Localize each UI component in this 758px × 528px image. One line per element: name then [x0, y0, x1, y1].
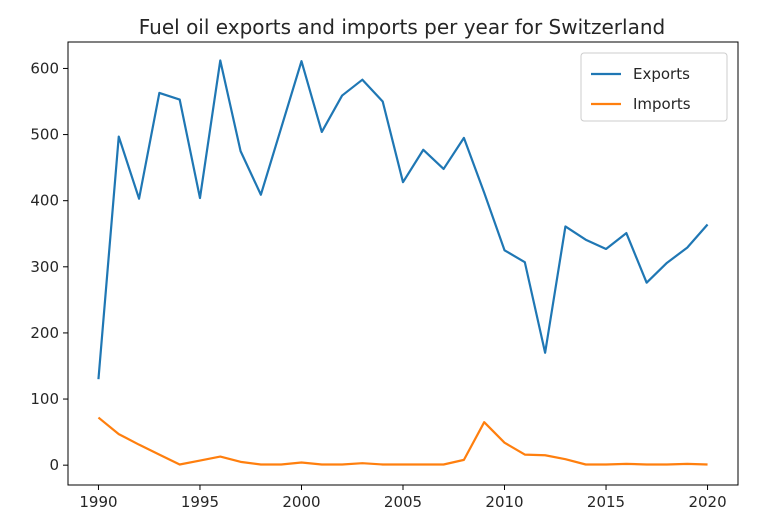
- y-tick-label: 100: [30, 390, 59, 408]
- legend: Exports Imports: [580, 52, 728, 122]
- x-tick-label: 1990: [79, 493, 117, 511]
- x-tick-label: 2015: [587, 493, 625, 511]
- x-tick-label: 2020: [688, 493, 726, 511]
- series-line-exports: [97, 59, 709, 380]
- legend-label-imports: Imports: [633, 95, 691, 113]
- series-layer: [97, 59, 709, 466]
- x-tick-label: 2000: [282, 493, 320, 511]
- y-tick-label: 200: [30, 324, 59, 342]
- y-tick-label: 300: [30, 258, 59, 276]
- y-tick-label: 600: [30, 59, 59, 77]
- y-tick-label: 400: [30, 192, 59, 210]
- series-line-imports: [97, 416, 708, 466]
- y-tick-label: 500: [30, 126, 59, 144]
- y-tick-label: 0: [49, 456, 59, 474]
- legend-label-exports: Exports: [633, 65, 690, 83]
- y-axis: 0 100 200 300 400 500 600: [30, 59, 68, 474]
- chart-title: Fuel oil exports and imports per year fo…: [139, 15, 665, 39]
- x-axis: 1990 1995 2000 2005 2010 2015 2020: [79, 485, 727, 511]
- x-tick-label: 2010: [485, 493, 523, 511]
- x-tick-label: 1995: [181, 493, 219, 511]
- x-tick-label: 2005: [384, 493, 422, 511]
